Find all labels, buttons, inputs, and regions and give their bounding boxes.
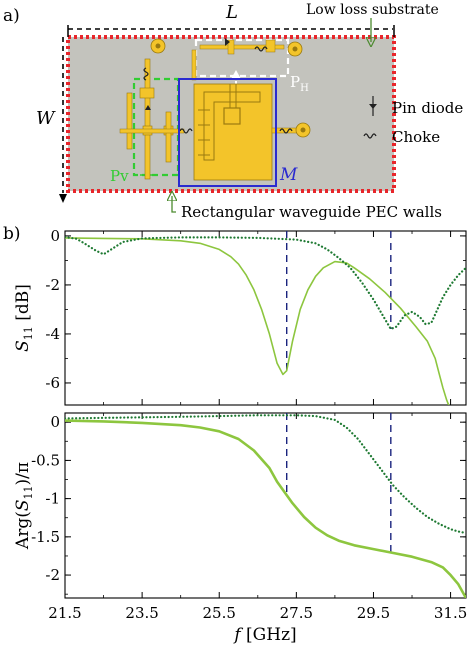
stub-top-2 bbox=[265, 39, 276, 53]
via-hole-right-top bbox=[292, 46, 298, 52]
y-axis-label: Arg(S11)/π bbox=[13, 462, 35, 550]
x-tick-label: 31.5 bbox=[434, 604, 467, 622]
patch-slot-2 bbox=[198, 109, 210, 156]
x-tick-label: 29.5 bbox=[357, 604, 390, 622]
panel-a-label: a) bbox=[3, 6, 20, 26]
y-tick-label: -1.5 bbox=[31, 528, 60, 546]
y-label-sub: 11 bbox=[22, 485, 35, 499]
y-tick-label: -6 bbox=[45, 374, 60, 392]
y-tick-label: -0.5 bbox=[31, 451, 60, 469]
y-label-main: S bbox=[13, 340, 33, 352]
choke-4 bbox=[143, 67, 149, 81]
series-dotted bbox=[65, 414, 466, 535]
ph-label-sub: H bbox=[300, 83, 309, 94]
patch-neck bbox=[229, 84, 237, 108]
y-label-sub: 11 bbox=[22, 326, 35, 340]
pv-label: Pv bbox=[110, 167, 129, 185]
x-tick-label: 21.5 bbox=[48, 604, 81, 622]
dim-w-label: W bbox=[36, 108, 56, 129]
diode-1 bbox=[225, 38, 230, 46]
series-solid bbox=[65, 419, 466, 598]
x-tick-label: 27.5 bbox=[280, 604, 313, 622]
stub-top-1 bbox=[227, 39, 235, 55]
feed-horizontal-left bbox=[119, 128, 185, 134]
y-tick-label: 0 bbox=[50, 227, 60, 245]
y-tick-label: 0 bbox=[50, 413, 60, 431]
choke-3 bbox=[279, 128, 293, 134]
via-hole-top bbox=[155, 43, 161, 49]
y-tick-label: -1 bbox=[45, 490, 60, 508]
ph-arrow-head bbox=[231, 70, 241, 79]
feed-vertical-mid bbox=[165, 111, 172, 163]
dim-l-label: L bbox=[225, 2, 238, 23]
feed-horizontal-top bbox=[199, 44, 285, 50]
via-hole-right bbox=[300, 127, 306, 133]
x-label-unit: [GHz] bbox=[241, 625, 297, 645]
ph-label-main: P bbox=[290, 73, 300, 91]
diode-2 bbox=[145, 105, 151, 110]
x-tick-label: 25.5 bbox=[203, 604, 236, 622]
pec-wall-border bbox=[66, 35, 396, 193]
y-label-rest: [dB] bbox=[13, 284, 33, 326]
x-axis-label: f [GHz] bbox=[232, 625, 296, 645]
x-label-main: f bbox=[232, 625, 243, 645]
unit-cell-metal bbox=[119, 38, 311, 181]
pin-diode-label: Pin diode bbox=[392, 99, 463, 117]
substrate-label: Low loss substrate bbox=[306, 2, 439, 18]
y-tick-label: -2 bbox=[45, 276, 60, 294]
y-label-main: S bbox=[13, 499, 33, 511]
panel-a: a) L W Low loss substrate PH Pv bbox=[3, 2, 463, 221]
ph-box bbox=[194, 38, 290, 78]
choke-label: Choke bbox=[392, 128, 440, 146]
m-box bbox=[178, 78, 277, 187]
feed-vertical-top bbox=[144, 58, 151, 180]
chart-s11-magnitude: 0 -2 -4 -6 S11 [dB] bbox=[13, 227, 467, 406]
plot-frame bbox=[64, 412, 467, 599]
dim-w-arrow-bottom bbox=[59, 194, 67, 203]
y-label-pre: Arg( bbox=[13, 511, 33, 550]
y-tick-label: -2 bbox=[45, 566, 60, 584]
stub-1 bbox=[139, 87, 155, 99]
y-label-rest: )/π bbox=[13, 462, 33, 486]
pin-diode-icon-head bbox=[369, 104, 377, 109]
waveguide-label: Rectangular waveguide PEC walls bbox=[181, 203, 442, 221]
panel-b-label: b) bbox=[3, 224, 21, 244]
choke-2 bbox=[254, 46, 268, 52]
m-label: M bbox=[279, 165, 298, 185]
y-axis-label: S11 [dB] bbox=[13, 284, 35, 352]
ph-label: PH bbox=[290, 73, 309, 94]
series-dotted bbox=[65, 236, 466, 331]
series-solid bbox=[65, 237, 450, 405]
waveguide-pointer bbox=[172, 196, 176, 213]
y-tick-label: -4 bbox=[45, 325, 60, 343]
x-tick-label: 23.5 bbox=[125, 604, 158, 622]
choke-1 bbox=[179, 128, 193, 134]
main-patch bbox=[193, 83, 273, 181]
plot-frame bbox=[64, 230, 467, 406]
feed-vertical-right-top bbox=[191, 49, 197, 81]
patch-inner bbox=[223, 107, 241, 125]
choke-icon bbox=[363, 133, 377, 139]
feed-vertical-left bbox=[126, 92, 133, 150]
patch-slot-1 bbox=[203, 91, 261, 161]
chart-s11-phase: 0 -0.5 -1 -1.5 -2 21.5 23.5 25.5 27.5 29.5 31.5 Arg… bbox=[13, 412, 467, 645]
